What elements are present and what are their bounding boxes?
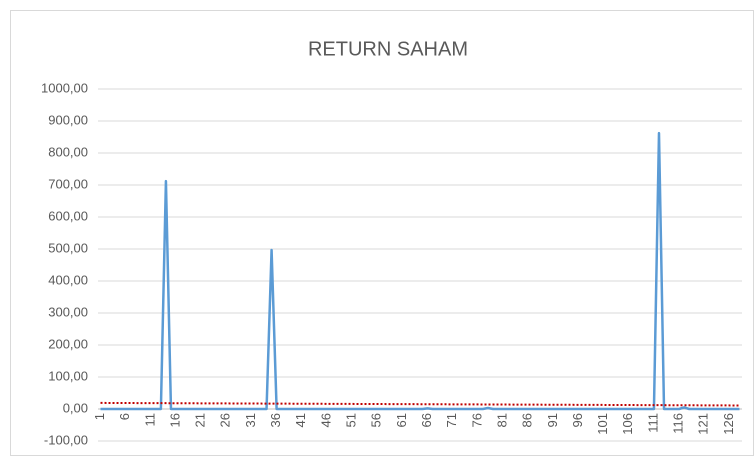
x-tick-label: 76 xyxy=(469,413,484,427)
x-tick-label: 101 xyxy=(595,413,610,435)
x-tick-label: 51 xyxy=(344,413,359,427)
y-tick-label: 100,00 xyxy=(48,368,88,383)
x-tick-label: 96 xyxy=(570,413,585,427)
x-tick-label: 71 xyxy=(444,413,459,427)
x-tick-label: 16 xyxy=(167,413,182,427)
x-tick-label: 56 xyxy=(369,413,384,427)
trendline xyxy=(100,401,740,407)
x-tick-label: 6 xyxy=(117,413,132,420)
x-tick-label: 111 xyxy=(645,413,660,433)
x-tick-label: 116 xyxy=(671,413,686,434)
y-tick-label: 400,00 xyxy=(48,272,88,287)
y-tick-label: 700,00 xyxy=(48,176,88,191)
x-tick-label: 126 xyxy=(721,413,736,435)
y-tick-label: 300,00 xyxy=(48,304,88,319)
x-tick-label: 91 xyxy=(545,413,560,427)
x-tick-label: 36 xyxy=(268,413,283,427)
y-tick-label: 0,00 xyxy=(63,400,88,415)
x-tick-label: 121 xyxy=(696,413,711,435)
y-tick-label: 900,00 xyxy=(48,112,88,127)
y-tick-label: 600,00 xyxy=(48,208,88,223)
y-tick-label: 1000,00 xyxy=(41,80,88,95)
x-tick-label: 1 xyxy=(92,413,107,420)
x-tick-label: 66 xyxy=(419,413,434,427)
x-tick-label: 41 xyxy=(293,413,308,427)
x-tick-label: 21 xyxy=(193,413,208,427)
y-tick-label: 200,00 xyxy=(48,336,88,351)
x-tick-label: 46 xyxy=(318,413,333,427)
x-tick-label: 61 xyxy=(394,413,409,427)
x-tick-label: 86 xyxy=(520,413,535,427)
chart-border xyxy=(10,10,754,456)
line-series xyxy=(100,131,740,411)
y-tick-label: -100,00 xyxy=(44,432,88,447)
x-tick-label: 26 xyxy=(218,413,233,427)
chart-title: RETURN SAHAM xyxy=(308,38,468,60)
y-tick-label: 500,00 xyxy=(48,240,88,255)
x-tick-label: 106 xyxy=(620,413,635,435)
x-tick-label: 11 xyxy=(142,413,157,427)
x-tick-label: 31 xyxy=(243,413,258,427)
y-tick-label: 800,00 xyxy=(48,144,88,159)
x-tick-label: 81 xyxy=(494,413,509,427)
